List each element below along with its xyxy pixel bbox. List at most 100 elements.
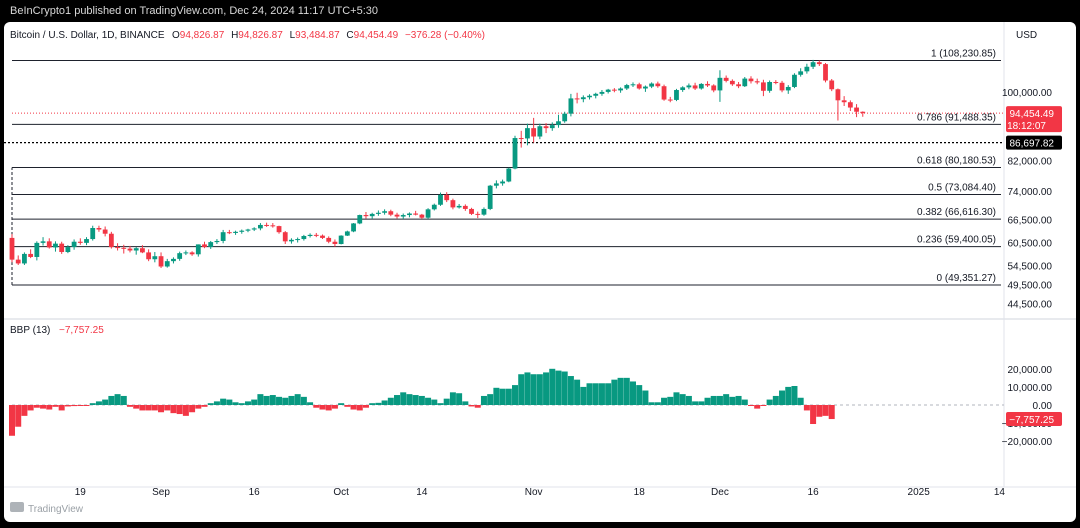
candle-body[interactable] [481, 208, 487, 215]
candle-body[interactable] [649, 83, 655, 87]
candle-body[interactable] [729, 80, 735, 85]
bbp-bar[interactable] [58, 405, 65, 411]
candle-body[interactable] [282, 232, 288, 242]
bbp-bar[interactable] [120, 395, 127, 405]
candle-body[interactable] [233, 231, 238, 233]
candle-body[interactable] [307, 234, 313, 237]
candle-body[interactable] [59, 243, 65, 253]
candle-body[interactable] [835, 89, 841, 101]
bbp-bar[interactable] [716, 395, 723, 405]
candle-body[interactable] [152, 256, 158, 260]
candle-body[interactable] [40, 241, 46, 243]
bbp-bar[interactable] [822, 405, 829, 416]
candle-body[interactable] [177, 253, 183, 259]
bbp-bar[interactable] [9, 405, 15, 436]
bbp-bar[interactable] [164, 405, 171, 411]
bbp-bar[interactable] [381, 400, 388, 405]
candle-body[interactable] [493, 183, 499, 186]
bbp-bar[interactable] [108, 395, 115, 405]
bbp-bar[interactable] [654, 402, 661, 405]
candle-body[interactable] [419, 214, 425, 218]
candle-body[interactable] [568, 98, 574, 114]
bbp-bar[interactable] [754, 405, 761, 409]
bbp-bar[interactable] [418, 395, 425, 405]
candle-body[interactable] [108, 233, 114, 248]
candle-body[interactable] [630, 84, 636, 86]
candles[interactable] [9, 59, 866, 269]
bbp-bar[interactable] [89, 403, 96, 405]
candle-body[interactable] [667, 99, 673, 101]
candle-body[interactable] [407, 213, 412, 216]
bbp-bar[interactable] [803, 405, 810, 411]
candle-body[interactable] [121, 247, 127, 249]
bbp-bar[interactable] [493, 387, 500, 405]
candle-body[interactable] [804, 66, 810, 72]
bbp-bar[interactable] [52, 405, 59, 407]
candle-body[interactable] [289, 239, 294, 242]
candle-body[interactable] [723, 77, 729, 81]
candle-body[interactable] [549, 125, 555, 129]
last-price-badge[interactable] [1006, 106, 1062, 133]
candle-body[interactable] [239, 230, 245, 232]
time-tick-label[interactable]: 19 [75, 487, 87, 498]
bbp-bar[interactable] [331, 405, 338, 409]
bbp-bar[interactable] [158, 405, 165, 413]
bbp-bar[interactable] [369, 403, 376, 405]
bbp-bar[interactable] [102, 399, 109, 405]
bbp-bar[interactable] [710, 395, 717, 405]
bbp-bar[interactable] [797, 397, 804, 405]
bbp-bar[interactable] [238, 403, 245, 405]
bbp-bar[interactable] [437, 403, 444, 405]
bbp-bar[interactable] [512, 385, 519, 405]
bbp-bar[interactable] [319, 405, 326, 410]
candle-body[interactable] [115, 247, 120, 249]
candle-body[interactable] [655, 83, 661, 87]
candle-body[interactable] [270, 225, 276, 227]
candle-body[interactable] [705, 83, 710, 86]
bbp-last-badge[interactable] [1006, 412, 1062, 427]
candle-body[interactable] [779, 82, 785, 91]
candle-body[interactable] [624, 85, 630, 89]
candle-body[interactable] [77, 241, 83, 243]
candle-body[interactable] [133, 248, 139, 251]
time-tick-label[interactable]: 16 [808, 487, 820, 498]
candle-body[interactable] [823, 64, 828, 81]
time-tick-label[interactable]: 18 [634, 487, 646, 498]
candle-body[interactable] [674, 90, 679, 100]
candle-body[interactable] [351, 223, 356, 232]
candle-body[interactable] [841, 100, 847, 103]
bbp-bar[interactable] [673, 392, 680, 405]
candle-body[interactable] [71, 241, 77, 248]
candle-body[interactable] [46, 241, 52, 248]
bbp-bar[interactable] [33, 405, 40, 408]
candle-body[interactable] [183, 252, 189, 254]
candle-body[interactable] [518, 138, 524, 140]
candle-body[interactable] [605, 89, 611, 92]
fib-levels[interactable]: 1 (108,230.85) 0.786 (91,488.35) 0.618 (80… [4, 49, 1004, 286]
candle-body[interactable] [661, 86, 667, 100]
bbp-bar[interactable] [15, 405, 22, 427]
bbp-bar[interactable] [468, 405, 475, 407]
time-tick-label[interactable]: Nov [525, 487, 543, 498]
candle-body[interactable] [338, 235, 344, 245]
bbp-bar[interactable] [244, 401, 251, 405]
candle-body[interactable] [506, 168, 512, 182]
time-axis[interactable]: 19 Sep 16 Oct 14 Nov 18 Dec 16 2025 14 [75, 487, 1006, 498]
bbp-bar[interactable] [729, 396, 736, 405]
candle-body[interactable] [264, 224, 270, 226]
bbp-bar[interactable] [251, 399, 258, 405]
bbp-bar[interactable] [139, 405, 146, 411]
bbp-bar[interactable] [350, 405, 357, 410]
candle-body[interactable] [258, 224, 263, 229]
time-tick-label[interactable]: 2025 [908, 487, 931, 498]
bbp-bar[interactable] [220, 398, 227, 405]
bbp-bar[interactable] [530, 374, 537, 405]
candle-body[interactable] [847, 102, 853, 108]
candle-body[interactable] [792, 74, 797, 87]
candle-body[interactable] [636, 84, 642, 89]
bbp-bar[interactable] [617, 377, 624, 405]
bbp-bar[interactable] [21, 405, 28, 416]
bbp-bar[interactable] [288, 395, 295, 405]
bbp-bar[interactable] [201, 405, 208, 407]
bbp-bar[interactable] [592, 383, 599, 405]
